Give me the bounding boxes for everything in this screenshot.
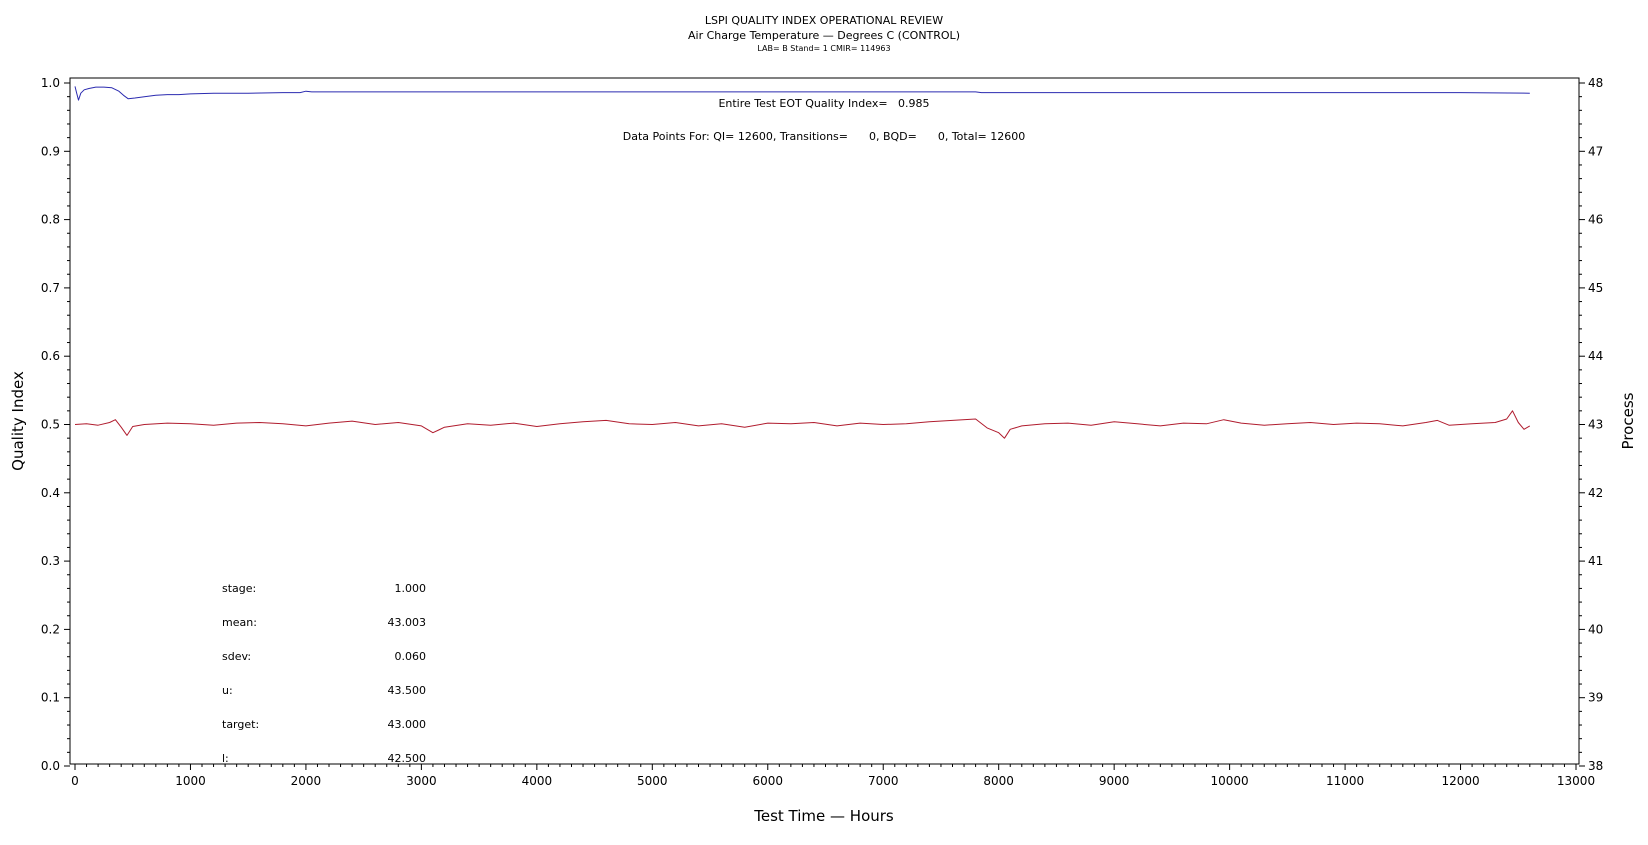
x-tick-label: 7000	[868, 774, 899, 788]
y-tick-label: 0.2	[41, 622, 60, 636]
y2-axis-label: Process	[1619, 392, 1637, 449]
stat-label: target:	[222, 718, 259, 731]
stat-value: 1.000	[395, 582, 427, 595]
y-tick-label: 0.4	[41, 486, 60, 500]
x-tick-label: 9000	[1099, 774, 1130, 788]
x-tick-label: 10000	[1211, 774, 1249, 788]
y2-tick-label: 45	[1588, 281, 1603, 295]
chart-subtitle: Air Charge Temperature — Degrees C (CONT…	[688, 29, 960, 42]
y-tick-label: 0.9	[41, 144, 60, 158]
stat-value: 43.003	[388, 616, 427, 629]
y-tick-label: 0.3	[41, 554, 60, 568]
y2-tick-label: 39	[1588, 691, 1603, 705]
x-tick-label: 0	[71, 774, 79, 788]
x-tick-label: 3000	[406, 774, 437, 788]
x-tick-label: 1000	[175, 774, 206, 788]
y2-tick-label: 43	[1588, 418, 1603, 432]
x-tick-label: 2000	[291, 774, 322, 788]
stat-label: mean:	[222, 616, 257, 629]
series-line-quality-index	[74, 86, 1530, 101]
y-tick-label: 0.5	[41, 418, 60, 432]
y-tick-label: 0.0	[41, 759, 60, 773]
y2-tick-label: 47	[1588, 144, 1603, 158]
y2-tick-label: 46	[1588, 213, 1603, 227]
x-axis-label: Test Time — Hours	[753, 807, 894, 825]
y2-tick-label: 41	[1588, 554, 1603, 568]
chart-subtitle-lab: LAB= B Stand= 1 CMIR= 114963	[757, 44, 891, 53]
y-tick-label: 0.1	[41, 691, 60, 705]
stat-label: l:	[222, 752, 229, 765]
y-tick-label: 0.8	[41, 213, 60, 227]
right-axis-ticks: 38 39 40 41 42 43 44 45 46 47 48	[1579, 76, 1603, 773]
quality-index-annotation: Entire Test EOT Quality Index= 0.985	[718, 97, 929, 110]
stat-value: 0.060	[395, 650, 427, 663]
y2-tick-label: 42	[1588, 486, 1603, 500]
x-tick-label: 4000	[522, 774, 553, 788]
x-tick-label: 5000	[637, 774, 668, 788]
stats-table: stage: 1.000 mean: 43.003 sdev: 0.060 u: 43.500…	[222, 582, 426, 765]
plot-frame	[69, 77, 1580, 765]
series-group	[74, 86, 1531, 439]
x-tick-label: 11000	[1326, 774, 1364, 788]
y-tick-label: 0.7	[41, 281, 60, 295]
y-tick-label: 0.6	[41, 349, 60, 363]
y-tick-label: 1.0	[41, 76, 60, 90]
x-tick-label: 6000	[752, 774, 783, 788]
x-tick-label: 13000	[1557, 774, 1595, 788]
stat-label: sdev:	[222, 650, 251, 663]
data-points-annotation: Data Points For: QI= 12600, Transitions=…	[623, 130, 1025, 143]
y2-tick-label: 38	[1588, 759, 1603, 773]
y2-tick-label: 40	[1588, 622, 1603, 636]
stat-label: u:	[222, 684, 233, 697]
y2-tick-label: 48	[1588, 76, 1603, 90]
bottom-axis-ticks: 0 1000 2000 3000 4000 5000 6000 7000 8000 9000 100…	[71, 764, 1595, 788]
y2-tick-label: 44	[1588, 349, 1603, 363]
x-tick-label: 8000	[983, 774, 1014, 788]
x-tick-label: 12000	[1441, 774, 1479, 788]
series-line-process	[74, 410, 1531, 439]
stat-value: 42.500	[388, 752, 427, 765]
chart-title: LSPI QUALITY INDEX OPERATIONAL REVIEW	[704, 14, 944, 27]
stat-label: stage:	[222, 582, 256, 595]
left-axis-ticks: 0.0 0.1 0.2 0.3 0.4 0.5 0.6 0.7 0.8 0.9 1.0	[41, 76, 70, 773]
y-axis-label: Quality Index	[9, 371, 27, 471]
stat-value: 43.000	[388, 718, 427, 731]
stat-value: 43.500	[388, 684, 427, 697]
